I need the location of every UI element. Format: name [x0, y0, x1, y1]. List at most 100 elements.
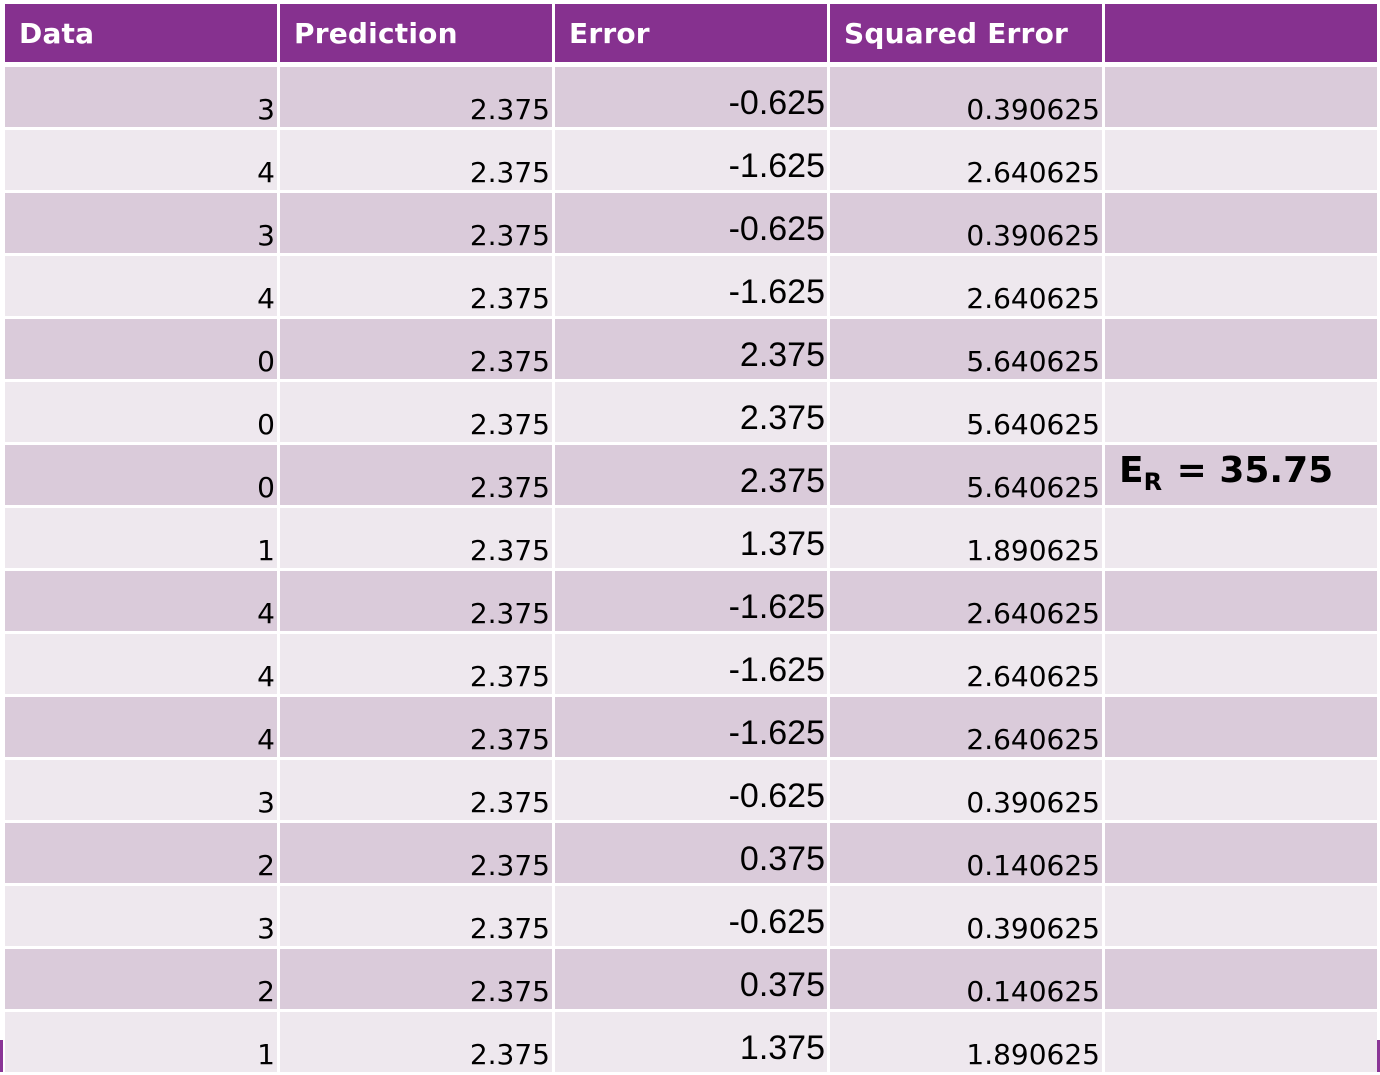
- cell-prediction: 2.375: [280, 382, 555, 445]
- cell-error: -1.625: [555, 571, 830, 634]
- error-value: -0.625: [728, 777, 825, 815]
- cell-prediction: 2.375: [280, 1012, 555, 1075]
- cell-prediction: 2.375: [280, 886, 555, 949]
- error-value: -1.625: [728, 651, 825, 689]
- table-row: 4 2.375 -1.625 2.640625: [5, 130, 1377, 193]
- cell-squared-error: 0.390625: [830, 193, 1105, 256]
- cell-prediction: 2.375: [280, 571, 555, 634]
- cell-squared-error: 2.640625: [830, 256, 1105, 319]
- header-row: Data Prediction Error Squared Error: [5, 4, 1377, 67]
- cell-data: 3: [5, 67, 280, 130]
- table-row: 4 2.375 -1.625 2.640625: [5, 697, 1377, 760]
- cell-error: 0.375: [555, 823, 830, 886]
- cell-squared-error: 2.640625: [830, 697, 1105, 760]
- table-row: 4 2.375 -1.625 2.640625: [5, 256, 1377, 319]
- total-error-subscript: R: [1143, 468, 1163, 496]
- error-value: 0.375: [739, 840, 825, 878]
- error-value: -1.625: [728, 588, 825, 626]
- error-value: 0.375: [739, 966, 825, 1004]
- cell-squared-error: 0.390625: [830, 760, 1105, 823]
- cell-extra: [1105, 508, 1377, 571]
- cell-error: -0.625: [555, 193, 830, 256]
- cell-data: 4: [5, 697, 280, 760]
- table-body: 3 2.375 -0.625 0.390625 4 2.375 -1.625 2.640625…: [5, 67, 1377, 1075]
- cell-data: 1: [5, 508, 280, 571]
- cell-data: 3: [5, 886, 280, 949]
- cell-extra: [1105, 823, 1377, 886]
- table-row: 4 2.375 -1.625 2.640625: [5, 571, 1377, 634]
- error-value: -1.625: [728, 714, 825, 752]
- cell-extra: [1105, 886, 1377, 949]
- cell-prediction: 2.375: [280, 508, 555, 571]
- table-row: 1 2.375 1.375 1.890625: [5, 1012, 1377, 1075]
- cell-extra: [1105, 760, 1377, 823]
- cell-prediction: 2.375: [280, 823, 555, 886]
- cell-extra: ER = 35.75: [1105, 445, 1377, 508]
- cell-prediction: 2.375: [280, 319, 555, 382]
- total-error-value: 35.75: [1219, 450, 1334, 491]
- error-value: 2.375: [739, 336, 825, 374]
- table-row: 3 2.375 -0.625 0.390625: [5, 886, 1377, 949]
- cell-error: 1.375: [555, 1012, 830, 1075]
- table-row: 0 2.375 2.375 5.640625: [5, 382, 1377, 445]
- table-row: 0 2.375 2.375 5.640625 ER = 35.75: [5, 445, 1377, 508]
- cell-data: 4: [5, 571, 280, 634]
- table-row: 3 2.375 -0.625 0.390625: [5, 760, 1377, 823]
- cell-error: -0.625: [555, 886, 830, 949]
- cell-extra: [1105, 634, 1377, 697]
- cell-prediction: 2.375: [280, 949, 555, 1012]
- total-error-equals: =: [1164, 450, 1220, 491]
- cell-extra: [1105, 319, 1377, 382]
- cell-extra: [1105, 130, 1377, 193]
- header-data: Data: [5, 4, 280, 67]
- cell-squared-error: 0.140625: [830, 949, 1105, 1012]
- cell-extra: [1105, 193, 1377, 256]
- cell-squared-error: 5.640625: [830, 445, 1105, 508]
- cell-prediction: 2.375: [280, 130, 555, 193]
- error-value: -1.625: [728, 273, 825, 311]
- cell-squared-error: 0.390625: [830, 67, 1105, 130]
- slide-edge-right: [1377, 1040, 1380, 1072]
- error-value: 1.375: [739, 525, 825, 563]
- cell-data: 0: [5, 382, 280, 445]
- cell-data: 4: [5, 256, 280, 319]
- header-error: Error: [555, 4, 830, 67]
- total-error-symbol: E: [1119, 450, 1144, 491]
- cell-error: -0.625: [555, 67, 830, 130]
- cell-error: 2.375: [555, 445, 830, 508]
- table-row: 1 2.375 1.375 1.890625: [5, 508, 1377, 571]
- cell-prediction: 2.375: [280, 697, 555, 760]
- cell-extra: [1105, 571, 1377, 634]
- header-squared-error: Squared Error: [830, 4, 1105, 67]
- cell-error: 1.375: [555, 508, 830, 571]
- cell-squared-error: 5.640625: [830, 319, 1105, 382]
- cell-error: -0.625: [555, 760, 830, 823]
- cell-error: 2.375: [555, 319, 830, 382]
- cell-error: -1.625: [555, 130, 830, 193]
- cell-prediction: 2.375: [280, 634, 555, 697]
- cell-squared-error: 0.140625: [830, 823, 1105, 886]
- cell-extra: [1105, 697, 1377, 760]
- cell-squared-error: 1.890625: [830, 508, 1105, 571]
- table-row: 3 2.375 -0.625 0.390625: [5, 193, 1377, 256]
- cell-data: 2: [5, 949, 280, 1012]
- cell-squared-error: 1.890625: [830, 1012, 1105, 1075]
- cell-squared-error: 2.640625: [830, 634, 1105, 697]
- table-row: 0 2.375 2.375 5.640625: [5, 319, 1377, 382]
- cell-data: 0: [5, 445, 280, 508]
- cell-data: 3: [5, 760, 280, 823]
- cell-error: 0.375: [555, 949, 830, 1012]
- header-prediction: Prediction: [280, 4, 555, 67]
- table-row: 4 2.375 -1.625 2.640625: [5, 634, 1377, 697]
- cell-extra: [1105, 1012, 1377, 1075]
- error-value: 1.375: [739, 1029, 825, 1067]
- cell-squared-error: 2.640625: [830, 130, 1105, 193]
- cell-data: 4: [5, 130, 280, 193]
- cell-error: -1.625: [555, 697, 830, 760]
- cell-prediction: 2.375: [280, 67, 555, 130]
- cell-error: -1.625: [555, 634, 830, 697]
- cell-data: 1: [5, 1012, 280, 1075]
- cell-prediction: 2.375: [280, 256, 555, 319]
- cell-prediction: 2.375: [280, 193, 555, 256]
- error-value: -0.625: [728, 210, 825, 248]
